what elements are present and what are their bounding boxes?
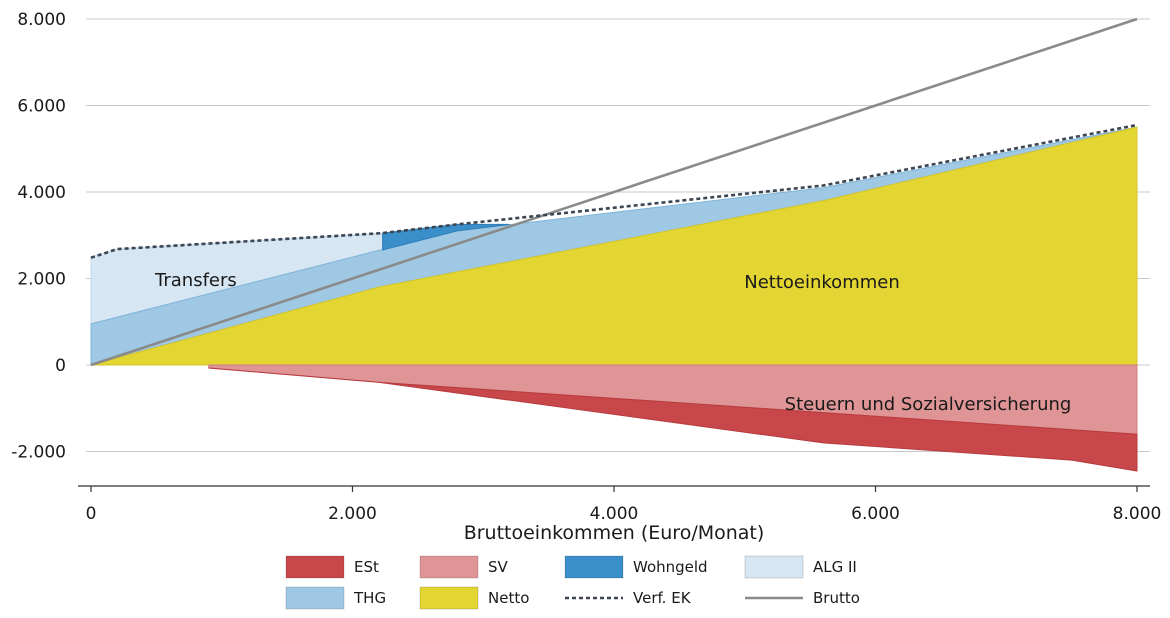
annotation-nettoeinkommen: Nettoeinkommen [744, 272, 900, 293]
legend-swatch-est [285, 555, 345, 579]
legend: ESt SV Wohngeld ALG II THG Netto Verf. EK Brutt… [285, 555, 860, 610]
annotation-transfers: Transfers [154, 270, 237, 291]
x-tick-label: 4.000 [590, 504, 639, 524]
x-tick-label: 6.000 [851, 504, 900, 524]
y-tick-label: 2.000 [17, 270, 66, 290]
legend-label-brutto: Brutto [813, 589, 860, 607]
x-axis-title: Bruttoeinkommen (Euro/Monat) [464, 522, 765, 544]
line-verf-ek [90, 123, 1138, 259]
legend-label-netto: Netto [488, 589, 529, 607]
legend-label-est: ESt [354, 558, 379, 576]
area-series [90, 126, 1138, 472]
line-series [90, 17, 1138, 367]
y-tick-label: -2.000 [11, 443, 66, 463]
area-est [208, 367, 1138, 472]
legend-label-wohngeld: Wohngeld [633, 558, 708, 576]
x-tick-label: 8.000 [1113, 504, 1162, 524]
y-tick-label: 8.000 [17, 10, 66, 30]
legend-label-alg-ii: ALG II [813, 558, 857, 576]
y-tick-label: 6.000 [17, 97, 66, 117]
legend-swatch-netto [419, 586, 479, 610]
annotations: Transfers Nettoeinkommen Steuern und Sozia… [154, 270, 1071, 415]
legend-label-thg: THG [353, 589, 386, 607]
y-tick-label: 4.000 [17, 183, 66, 203]
legend-swatch-alg-ii [744, 555, 804, 579]
line-brutto [90, 17, 1138, 367]
legend-swatch-sv [419, 555, 479, 579]
legend-swatch-thg [285, 586, 345, 610]
y-tick-label: 0 [55, 356, 66, 376]
axes: 8.000 6.000 4.000 2.000 0 -2.000 0 2.000 4.000 6.… [11, 10, 1161, 544]
area-wohngeld [382, 223, 510, 251]
annotation-steuern-sv: Steuern und Sozialversicherung [785, 394, 1072, 415]
legend-swatch-wohngeld [564, 555, 624, 579]
x-tick-label: 2.000 [328, 504, 377, 524]
x-tick-label: 0 [86, 504, 97, 524]
legend-label-verf-ek: Verf. EK [633, 589, 692, 607]
legend-label-sv: SV [488, 558, 509, 576]
